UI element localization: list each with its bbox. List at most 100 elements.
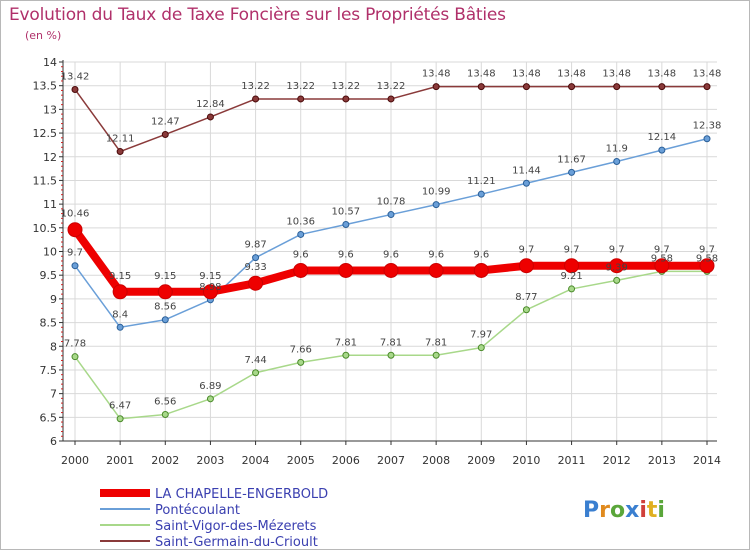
data-point: [387, 95, 395, 103]
data-label: 9.15: [199, 271, 221, 282]
data-label: 7.66: [290, 344, 312, 355]
data-label: 9.7: [609, 245, 625, 256]
data-point: [658, 83, 666, 91]
data-point: [477, 190, 485, 198]
data-point: [342, 220, 350, 228]
data-label: 8.98: [199, 282, 221, 293]
x-tick-label: 2000: [61, 454, 89, 467]
data-point: [112, 284, 128, 300]
y-tick-label: 10: [43, 246, 57, 259]
data-label: 13.22: [286, 81, 315, 92]
data-point: [522, 83, 530, 91]
data-label: 13.22: [241, 81, 270, 92]
data-label: 11.44: [512, 165, 541, 176]
data-label: 9.7: [654, 245, 670, 256]
y-tick-label: 12: [43, 151, 57, 164]
y-tick-label: 7: [50, 388, 57, 401]
data-point: [613, 276, 621, 284]
data-label: 13.48: [512, 69, 541, 80]
x-tick-label: 2001: [106, 454, 134, 467]
brand-letter: r: [599, 498, 610, 523]
data-point: [248, 275, 264, 291]
brand-letter: i: [639, 498, 647, 523]
x-tick-label: 2008: [422, 454, 450, 467]
y-tick-label: 13: [43, 103, 57, 116]
data-point: [654, 258, 670, 274]
data-point: [342, 95, 350, 103]
data-point: [383, 262, 399, 278]
data-point: [67, 222, 83, 238]
x-tick-label: 2003: [196, 454, 224, 467]
data-point: [477, 83, 485, 91]
data-label: 12.14: [648, 132, 677, 143]
x-tick-label: 2013: [648, 454, 676, 467]
data-label: 10.36: [286, 216, 315, 227]
y-tick-label: 8.5: [40, 317, 58, 330]
data-point: [161, 316, 169, 324]
data-point: [432, 83, 440, 91]
brand-letter: P: [583, 498, 599, 523]
series-group: [67, 83, 715, 423]
data-label: 9.33: [244, 262, 266, 273]
data-label: 6.47: [109, 401, 131, 412]
data-label: 10.78: [377, 197, 406, 208]
data-label: 11.67: [557, 154, 586, 165]
data-label: 9.7: [699, 245, 715, 256]
brand-letter: t: [647, 498, 658, 523]
data-point: [116, 148, 124, 156]
data-point: [428, 262, 444, 278]
data-label: 13.48: [693, 69, 722, 80]
data-labels: 13.42 12.11 12.47 12.84 13.22 13.22 13.22 13.22…: [61, 69, 722, 412]
data-label: 8.4: [112, 309, 128, 320]
data-point: [206, 395, 214, 403]
data-label: 7.81: [380, 337, 402, 348]
x-tick-label: 2010: [512, 454, 540, 467]
x-tick-label: 2005: [287, 454, 315, 467]
data-point: [522, 179, 530, 187]
data-point: [252, 95, 260, 103]
y-tick-label: 12.5: [33, 127, 58, 140]
data-label: 9.39: [606, 262, 628, 273]
data-point: [703, 135, 711, 143]
legend-label: Saint-Vigor-des-Mézerets: [155, 519, 317, 534]
data-label: 13.48: [422, 69, 451, 80]
data-label: 10.46: [61, 209, 90, 220]
unit-label: (en %): [25, 29, 62, 42]
x-tick-label: 2012: [603, 454, 631, 467]
x-tick-label: 2006: [332, 454, 360, 467]
data-point: [252, 369, 260, 377]
legend-label: LA CHAPELLE-ENGERBOLD: [155, 487, 328, 502]
y-tick-label: 14: [43, 56, 57, 69]
data-label: 12.38: [693, 121, 722, 132]
data-label: 12.47: [151, 116, 180, 127]
data-label: 10.57: [332, 206, 361, 217]
y-tick-label: 6: [50, 435, 57, 448]
y-tick-label: 7.5: [40, 364, 58, 377]
data-point: [387, 211, 395, 219]
data-point: [71, 353, 79, 361]
data-label: 9.7: [67, 248, 83, 259]
y-tick-label: 11: [43, 198, 57, 211]
data-point: [342, 351, 350, 359]
data-point: [658, 146, 666, 154]
data-label: 13.42: [61, 71, 90, 82]
data-label: 9.58: [651, 253, 673, 264]
data-point: [477, 344, 485, 352]
data-point: [568, 83, 576, 91]
brand-letter: o: [610, 498, 625, 523]
grid: [63, 61, 717, 442]
data-point: [157, 284, 173, 300]
data-point: [568, 168, 576, 176]
data-label: 9.21: [560, 271, 582, 282]
y-tick-label: 11.5: [33, 174, 58, 187]
x-tick-label: 2002: [151, 454, 179, 467]
data-label: 12.11: [106, 134, 135, 145]
data-label: 13.48: [648, 69, 677, 80]
data-label: 12.84: [196, 99, 225, 110]
data-point: [432, 201, 440, 209]
y-tick-label: 10.5: [33, 222, 58, 235]
data-label: 9.6: [383, 249, 399, 260]
data-point: [116, 415, 124, 423]
data-label: 11.9: [606, 143, 628, 154]
